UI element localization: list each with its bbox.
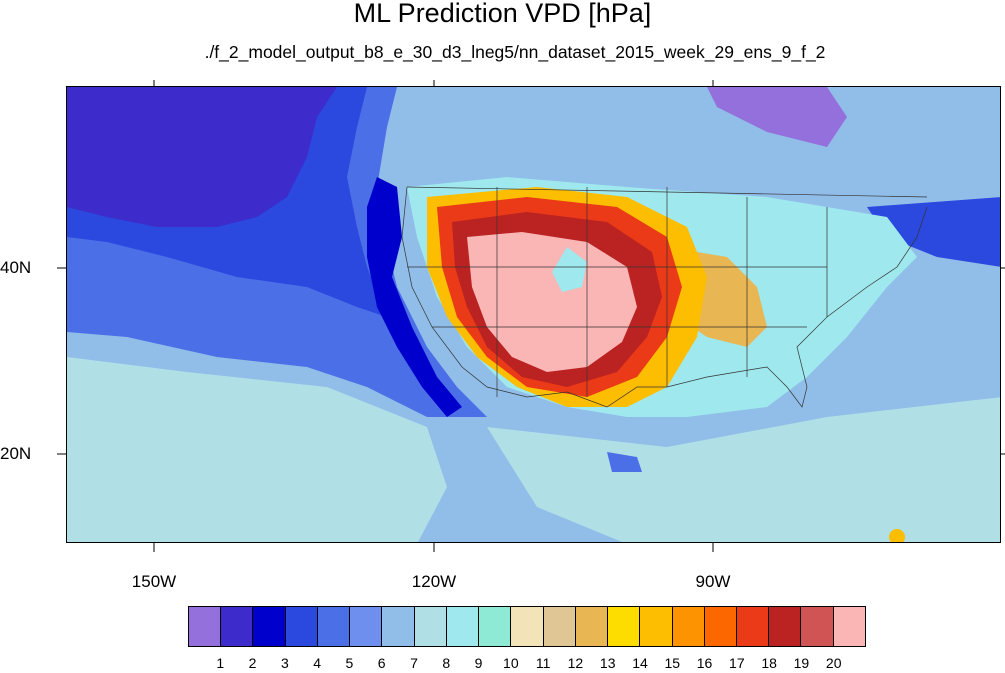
plot-subtitle: ./f_2_model_output_b8_e_30_d3_lneg5/nn_d… (204, 42, 826, 62)
colorbar-box (511, 607, 544, 646)
lat-label-40n: 40N (0, 258, 32, 277)
colorbar-label: 11 (535, 655, 551, 671)
field-deep-blue (67, 87, 337, 227)
field-gulf-spot (607, 452, 642, 472)
colorbar-box (801, 607, 834, 646)
colorbar-label: 15 (664, 655, 681, 671)
colorbar-box (608, 607, 641, 646)
colorbar-box (575, 607, 609, 646)
colorbar-box (317, 607, 351, 646)
colorbar-box (382, 607, 415, 646)
field-interior-cyan (552, 247, 587, 292)
coastline-path (401, 186, 928, 408)
colorbar-label: 7 (410, 655, 418, 671)
colorbar-label: 20 (825, 655, 842, 671)
lon-label-150w: 150W (131, 572, 177, 591)
colorbar-label: 8 (442, 655, 451, 671)
colorbar-box (350, 607, 383, 646)
colorbar-box (479, 607, 512, 646)
borders (401, 186, 928, 408)
colorbar-box (285, 607, 318, 646)
map-canvas (67, 87, 1000, 542)
field-caribbean-spot (889, 529, 905, 542)
colorbar-box (189, 607, 222, 646)
field-south-light (67, 357, 447, 542)
colorbar-label: 19 (793, 655, 810, 671)
colorbar-labels: 1 2 3 4 5 6 7 8 9 10 11 12 13 14 15 16 17 18 19 20 (188, 655, 866, 673)
colorbar-box (704, 607, 737, 646)
colorbar-box (253, 607, 286, 646)
colorbar-box (414, 607, 447, 646)
colorbar-label: 14 (632, 655, 648, 671)
field-south-east-light (487, 397, 1000, 542)
colorbar-label: 18 (761, 655, 777, 671)
colorbar-label: 2 (248, 655, 257, 671)
colorbar-box (833, 607, 865, 646)
colorbar-label: 5 (345, 655, 354, 671)
field-coastal-strip (367, 177, 462, 417)
colorbar-label: 10 (503, 655, 519, 671)
colorbar-box (736, 607, 770, 646)
colorbar-label: 3 (280, 655, 289, 671)
lon-label-120w: 120W (411, 572, 457, 591)
colorbar-label: 17 (729, 655, 745, 671)
colorbar-box (769, 607, 802, 646)
colorbar-label: 12 (567, 655, 584, 671)
colorbar-box (640, 607, 673, 646)
plot-title: ML Prediction VPD [hPa] (353, 0, 652, 28)
vpd-map[interactable] (66, 86, 1001, 543)
lat-label-20n: 20N (0, 444, 32, 463)
colorbar-label: 16 (696, 655, 713, 671)
colorbar-box (221, 607, 254, 646)
colorbar-label: 6 (377, 655, 386, 671)
field-canada-purple (707, 87, 847, 147)
lon-label-90w: 90W (695, 572, 731, 591)
colorbar-box (446, 607, 480, 646)
colorbar-label: 4 (313, 655, 322, 671)
colorbar (188, 606, 866, 647)
colorbar-label: 9 (474, 655, 483, 671)
colorbar-label: 13 (599, 655, 616, 671)
colorbar-label: 1 (216, 655, 225, 671)
colorbar-box (672, 607, 705, 646)
colorbar-box (543, 607, 576, 646)
field-atlantic-blue (867, 197, 1000, 267)
